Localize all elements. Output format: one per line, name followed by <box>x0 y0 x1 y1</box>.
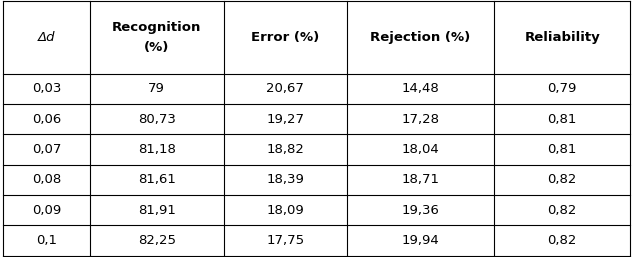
Text: 18,71: 18,71 <box>401 173 439 186</box>
Text: 14,48: 14,48 <box>402 82 439 95</box>
Text: 0,09: 0,09 <box>32 204 61 217</box>
Text: Recognition: Recognition <box>112 21 201 34</box>
Text: (%): (%) <box>144 41 170 54</box>
Text: 0,06: 0,06 <box>32 113 61 126</box>
Text: 0,81: 0,81 <box>548 143 577 156</box>
Text: 80,73: 80,73 <box>138 113 175 126</box>
Text: 81,91: 81,91 <box>138 204 175 217</box>
Text: 81,61: 81,61 <box>138 173 175 186</box>
Text: 18,09: 18,09 <box>266 204 304 217</box>
Text: 18,82: 18,82 <box>266 143 304 156</box>
Text: 82,25: 82,25 <box>138 234 176 247</box>
Text: 0,82: 0,82 <box>548 234 577 247</box>
Text: 19,27: 19,27 <box>266 113 304 126</box>
Text: 81,18: 81,18 <box>138 143 175 156</box>
Text: 20,67: 20,67 <box>266 82 304 95</box>
Text: 0,1: 0,1 <box>36 234 57 247</box>
Text: Rejection (%): Rejection (%) <box>370 31 471 44</box>
Text: 0,82: 0,82 <box>548 204 577 217</box>
Text: Δd: Δd <box>37 31 55 44</box>
Text: 0,82: 0,82 <box>548 173 577 186</box>
Text: 17,28: 17,28 <box>401 113 439 126</box>
Text: Error (%): Error (%) <box>251 31 319 44</box>
Text: 19,36: 19,36 <box>401 204 439 217</box>
Text: 17,75: 17,75 <box>266 234 304 247</box>
Text: 0,08: 0,08 <box>32 173 61 186</box>
Text: 0,03: 0,03 <box>32 82 61 95</box>
Text: 79: 79 <box>148 82 165 95</box>
Text: Reliability: Reliability <box>524 31 600 44</box>
Text: 18,04: 18,04 <box>402 143 439 156</box>
Text: 0,79: 0,79 <box>548 82 577 95</box>
Text: 19,94: 19,94 <box>402 234 439 247</box>
Text: 18,39: 18,39 <box>266 173 304 186</box>
Text: 0,07: 0,07 <box>32 143 61 156</box>
Text: 0,81: 0,81 <box>548 113 577 126</box>
